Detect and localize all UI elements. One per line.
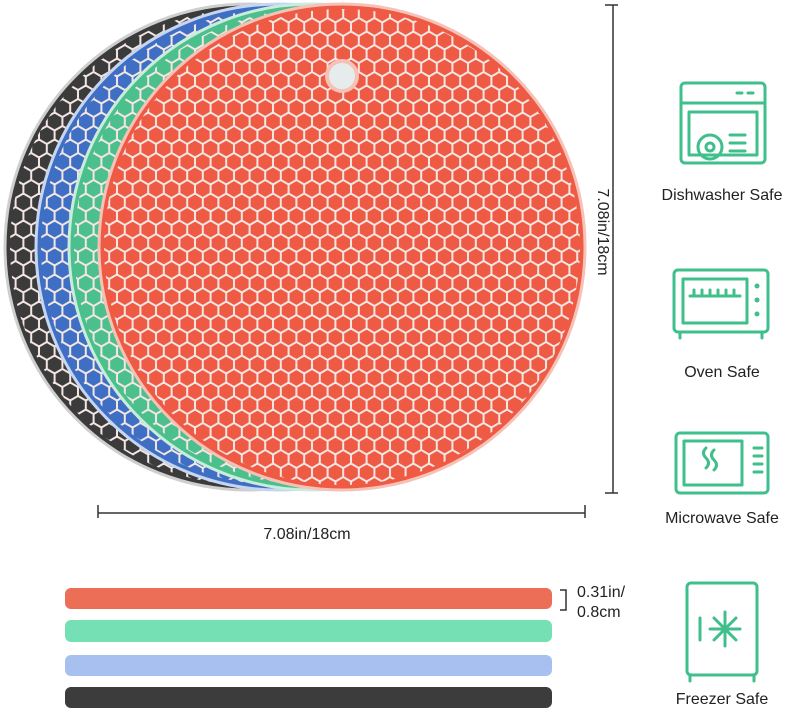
width-label: 7.08in/18cm — [263, 526, 350, 543]
microwave-icon — [674, 431, 770, 495]
dishwasher-icon — [679, 81, 767, 165]
thickness-label: 0.31in/ — [577, 584, 626, 601]
freezer-icon — [685, 581, 759, 683]
side-views — [65, 588, 552, 708]
feature-label: Oven Safe — [684, 364, 760, 381]
trivets — [3, 2, 587, 492]
dimension-lines — [97, 4, 618, 611]
oven-icon — [672, 268, 770, 340]
feature-label: Microwave Safe — [665, 510, 779, 527]
thickness-label: 0.8cm — [577, 604, 621, 621]
red-strip — [65, 588, 552, 609]
thickness-line — [560, 589, 567, 611]
green-strip — [65, 620, 552, 642]
hanging-hole — [325, 59, 359, 93]
feature-label: Freezer Safe — [676, 691, 769, 708]
height-label: 7.08in/18cm — [594, 188, 611, 275]
width-line — [97, 505, 586, 518]
blue-strip — [65, 655, 552, 676]
black-strip — [65, 687, 552, 708]
height-line — [605, 4, 618, 494]
feature-label: Dishwasher Safe — [662, 187, 783, 204]
honeycomb — [104, 9, 580, 485]
